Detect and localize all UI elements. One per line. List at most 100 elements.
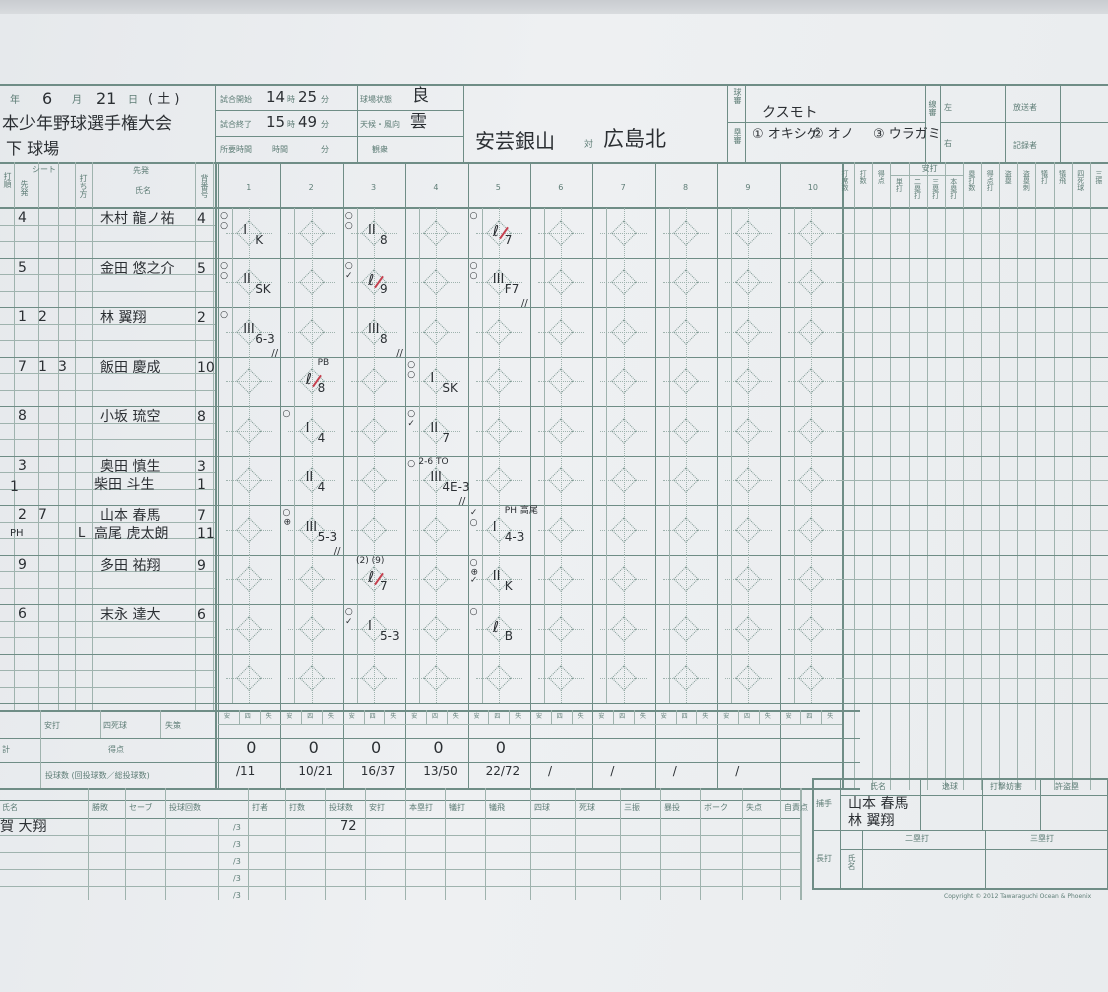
away-team: 広島北 <box>603 127 666 151</box>
grid-line <box>0 788 860 790</box>
grid-line <box>0 505 1108 506</box>
grid-line <box>0 886 800 887</box>
grid-line <box>717 162 719 790</box>
grid-line <box>1089 162 1091 790</box>
dotted-guide <box>350 381 398 383</box>
grid-line <box>731 406 733 456</box>
form-label: 安 <box>598 713 605 720</box>
stat-header: 単打 <box>895 178 904 192</box>
form-label: /3 <box>233 874 241 883</box>
player-name: 小坂 琉空 <box>100 409 161 425</box>
grid-line <box>0 869 800 870</box>
grid-line <box>0 323 215 325</box>
form-label: 安打 <box>44 721 60 730</box>
grid-line <box>1017 162 1019 790</box>
grid-line <box>717 724 780 725</box>
dotted-guide <box>662 232 710 234</box>
grid-line <box>793 208 795 258</box>
uniform-number: 3 <box>197 458 206 475</box>
grid-line <box>0 373 215 374</box>
play-result: 4E-3 <box>442 480 470 495</box>
inning-header: 6 <box>558 183 564 192</box>
catcher-name: 山本 春馬 <box>848 796 909 812</box>
pitch-marks: ○ <box>468 211 479 221</box>
form-label: 四 <box>244 713 251 720</box>
grid-line <box>613 710 615 724</box>
dotted-guide <box>725 381 772 383</box>
grid-line <box>165 788 166 900</box>
grid-line <box>668 406 670 456</box>
seat-position: 9 <box>18 556 27 573</box>
form-label: 球審 <box>733 88 742 104</box>
dotted-guide <box>350 430 398 432</box>
dotted-guide <box>226 282 273 284</box>
grid-line <box>731 505 733 555</box>
weather: 雲 <box>410 112 427 132</box>
grid-line <box>836 430 1108 432</box>
dotted-guide <box>538 579 585 581</box>
form-label: 試合終了 <box>220 120 252 129</box>
dotted-guide <box>662 678 710 680</box>
grid-line <box>793 604 795 654</box>
seat-position: 2 <box>38 309 47 325</box>
inning-header: 8 <box>683 183 689 192</box>
grid-line <box>342 162 344 790</box>
dotted-guide <box>662 430 710 432</box>
seat-position: 1 <box>38 358 47 375</box>
seat-position: PH <box>10 528 24 539</box>
grid-line <box>232 356 233 406</box>
out-count: III <box>492 272 505 288</box>
dotted-guide <box>787 381 834 383</box>
seat-position: 3 <box>18 457 27 474</box>
play-result: 9 <box>380 282 388 297</box>
grid-line <box>294 356 296 406</box>
player-name: 奥田 慎生 <box>100 458 161 475</box>
grid-line <box>419 406 421 456</box>
form-label: 失 <box>577 713 584 720</box>
grid-line <box>215 110 463 111</box>
dotted-guide <box>350 678 398 680</box>
number-header: 背番号 <box>200 174 209 198</box>
grid-line <box>862 830 863 888</box>
dotted-guide <box>475 331 522 333</box>
pitch-marks: ○✓ <box>343 260 354 281</box>
grid-line <box>294 554 296 604</box>
uniform-number: 6 <box>197 607 206 623</box>
grid-line <box>571 710 573 724</box>
inning-runs: 0 <box>308 738 319 757</box>
dotted-guide <box>787 628 834 630</box>
dotted-guide <box>538 331 585 333</box>
form-label: 四 <box>494 713 501 720</box>
inning-header: 7 <box>620 183 626 192</box>
inning-runs: 0 <box>371 738 382 757</box>
stat-header: 本塁打 <box>949 178 958 199</box>
grid-line <box>356 406 358 456</box>
form-label: 左 <box>944 103 952 112</box>
grid-line <box>544 604 545 654</box>
grid-line <box>544 208 545 258</box>
handwritten-text: ( 土 ) <box>148 92 180 107</box>
inning-pitch-count: /11 <box>236 764 256 778</box>
pitch-marks: ○○ <box>343 211 354 231</box>
dotted-guide <box>350 480 398 482</box>
grid-line <box>575 788 576 900</box>
dotted-guide <box>350 232 398 234</box>
grid-line <box>779 724 842 725</box>
catcher-name: 林 翼翔 <box>848 813 895 829</box>
dotted-guide <box>787 480 834 482</box>
pitcher-header: 犠打 <box>449 803 465 812</box>
grid-line <box>0 762 860 763</box>
grid-line <box>481 505 483 555</box>
form-label: 逸球 <box>942 782 958 791</box>
grid-line <box>481 257 483 307</box>
dotted-guide <box>288 678 335 680</box>
dotted-guide <box>413 579 460 581</box>
grid-line <box>356 604 358 654</box>
form-label: 安 <box>473 713 480 720</box>
dotted-guide <box>662 628 710 630</box>
grid-line <box>0 710 860 712</box>
grid-line <box>793 653 795 703</box>
grid-line <box>0 488 215 490</box>
form-label: 観衆 <box>372 145 388 154</box>
out-count: I <box>368 618 372 634</box>
